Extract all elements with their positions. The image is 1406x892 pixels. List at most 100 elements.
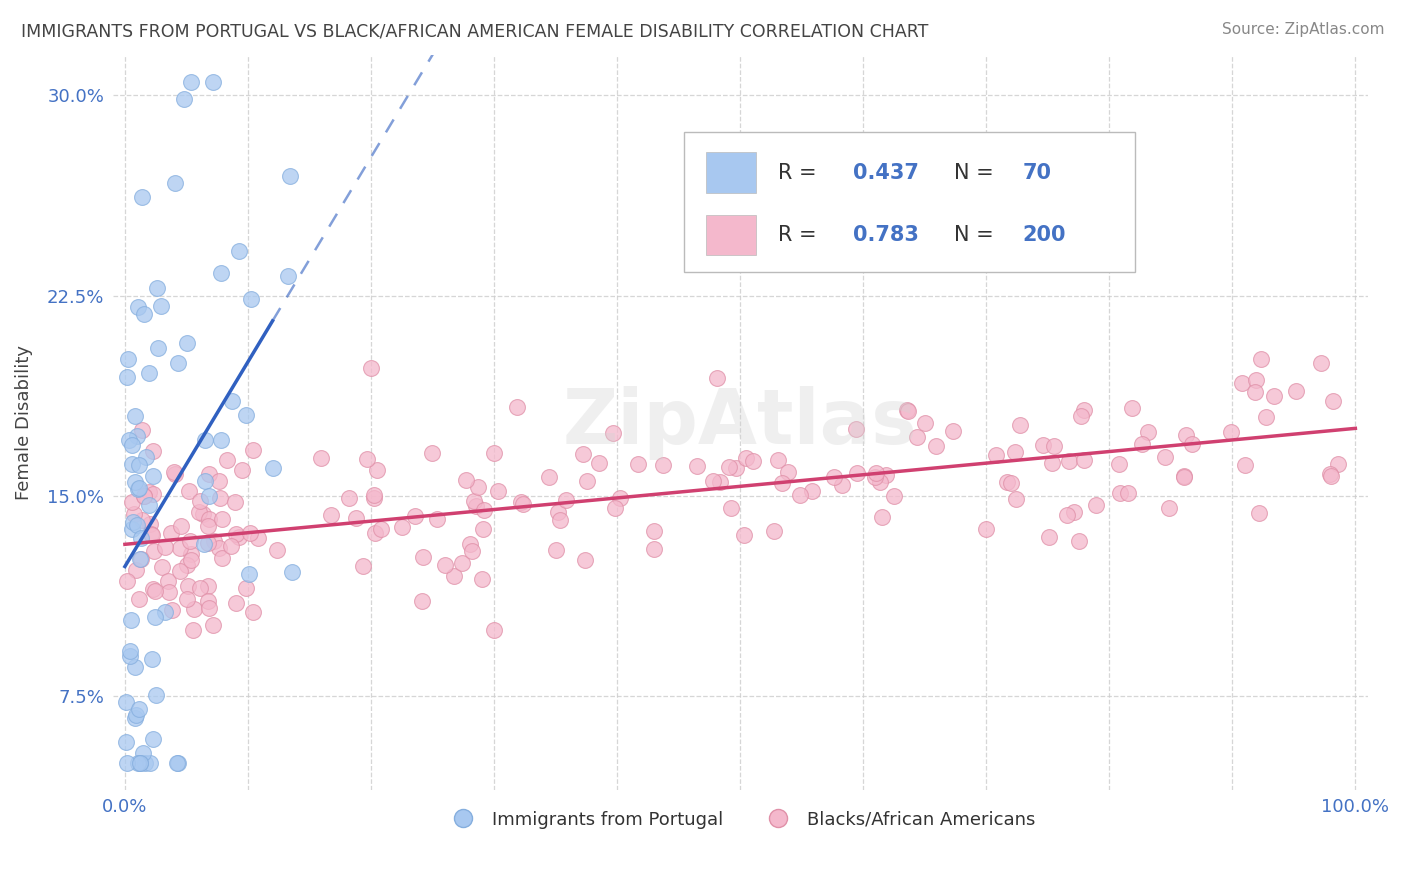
Point xyxy=(219,539,242,553)
Point xyxy=(883,489,905,503)
Point xyxy=(1000,476,1022,491)
Point xyxy=(142,487,165,501)
Point xyxy=(141,652,163,666)
Point xyxy=(239,292,262,306)
Point xyxy=(412,549,434,564)
Point xyxy=(863,470,886,484)
Point xyxy=(741,454,763,468)
Point xyxy=(197,512,219,526)
Point xyxy=(1108,486,1130,500)
Point xyxy=(142,731,165,746)
Point xyxy=(546,543,568,558)
Point xyxy=(1320,468,1343,483)
Point xyxy=(1153,450,1175,464)
Point xyxy=(262,461,284,475)
Point xyxy=(176,558,198,573)
Point xyxy=(576,474,599,488)
Point xyxy=(139,527,162,541)
Point xyxy=(231,463,253,477)
Point xyxy=(768,453,790,467)
Point xyxy=(169,541,191,555)
Point xyxy=(995,475,1018,490)
Point xyxy=(1175,428,1198,442)
Point xyxy=(1130,436,1153,450)
Point xyxy=(364,525,387,540)
Point xyxy=(602,425,624,440)
Point xyxy=(146,281,169,295)
Point xyxy=(201,75,224,89)
Point xyxy=(1219,425,1241,439)
FancyBboxPatch shape xyxy=(683,132,1136,272)
Point xyxy=(131,746,153,760)
Point xyxy=(191,507,214,521)
Point xyxy=(547,506,569,520)
Point xyxy=(344,510,367,524)
Point xyxy=(242,606,264,620)
Point xyxy=(1326,457,1348,471)
Point xyxy=(896,403,918,417)
Point xyxy=(121,457,143,471)
Point xyxy=(121,438,143,452)
Point xyxy=(122,507,145,521)
Point xyxy=(242,442,264,457)
Point xyxy=(319,508,342,522)
Point xyxy=(1108,457,1130,471)
Point xyxy=(142,443,165,458)
Point xyxy=(127,429,149,443)
Point xyxy=(1250,351,1272,366)
Point xyxy=(451,556,474,570)
Text: ZipAtlas: ZipAtlas xyxy=(562,385,918,459)
Point xyxy=(1285,384,1308,398)
Point xyxy=(1233,458,1256,473)
Point xyxy=(143,544,166,558)
Text: R =: R = xyxy=(778,162,823,183)
Point xyxy=(404,508,426,523)
Point xyxy=(1070,409,1092,423)
Point xyxy=(1116,486,1139,500)
Point xyxy=(127,756,149,771)
Point xyxy=(869,475,891,490)
Text: IMMIGRANTS FROM PORTUGAL VS BLACK/AFRICAN AMERICAN FEMALE DISABILITY CORRELATION: IMMIGRANTS FROM PORTUGAL VS BLACK/AFRICA… xyxy=(21,22,928,40)
Point xyxy=(170,518,193,533)
Point xyxy=(167,756,190,771)
Point xyxy=(239,525,262,540)
Point xyxy=(143,584,166,599)
Point xyxy=(914,416,936,430)
Point xyxy=(1005,491,1028,506)
Point xyxy=(208,475,231,489)
Point xyxy=(157,574,180,589)
Point xyxy=(197,535,219,549)
Point xyxy=(706,371,728,385)
Legend: Immigrants from Portugal, Blacks/African Americans: Immigrants from Portugal, Blacks/African… xyxy=(439,804,1042,836)
Point xyxy=(121,494,143,508)
Point xyxy=(208,541,231,555)
Point xyxy=(454,473,477,487)
Point xyxy=(1181,437,1204,451)
Point xyxy=(221,394,243,409)
Point xyxy=(709,475,731,490)
Point xyxy=(1057,453,1080,467)
Point xyxy=(572,448,595,462)
Point xyxy=(198,467,221,482)
Point xyxy=(1254,410,1277,425)
Point xyxy=(153,605,176,619)
Point xyxy=(202,617,225,632)
Point xyxy=(131,513,153,527)
Point xyxy=(197,578,219,592)
Point xyxy=(925,439,948,453)
Point xyxy=(235,408,257,422)
Point xyxy=(124,475,146,489)
Point xyxy=(1008,418,1031,433)
Point xyxy=(235,581,257,595)
Point xyxy=(1038,530,1060,544)
Point xyxy=(905,430,928,444)
Point xyxy=(134,756,156,771)
Point xyxy=(588,456,610,470)
Point xyxy=(163,466,186,480)
Point xyxy=(1173,469,1195,483)
Point xyxy=(197,601,219,615)
Point xyxy=(139,516,162,531)
Point xyxy=(224,495,246,509)
Point xyxy=(472,503,495,517)
Point xyxy=(1073,452,1095,467)
